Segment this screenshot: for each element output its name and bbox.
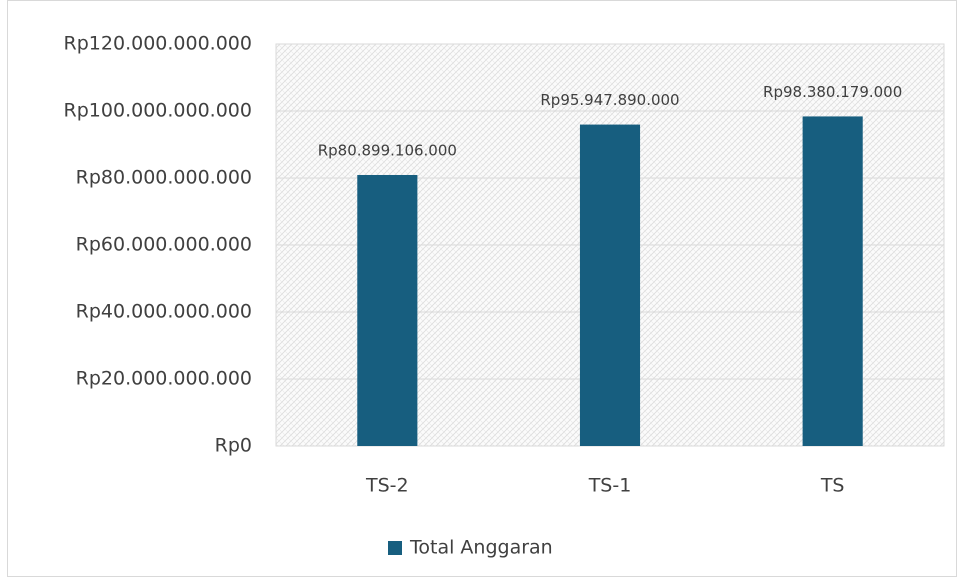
data-label: Rp80.899.106.000 — [318, 141, 457, 159]
y-tick-label: Rp40.000.000.000 — [76, 301, 252, 323]
bar — [357, 174, 418, 447]
y-tick-label: Rp60.000.000.000 — [76, 234, 252, 256]
y-tick-label: Rp100.000.000.000 — [64, 100, 252, 122]
data-label: Rp98.380.179.000 — [763, 83, 902, 101]
legend-label: Total Anggaran — [409, 537, 553, 559]
x-tick-label: TS-2 — [365, 475, 409, 497]
y-tick-label: Rp0 — [215, 435, 252, 457]
legend-swatch — [388, 541, 402, 555]
bar — [579, 124, 641, 446]
x-tick-label: TS — [820, 475, 845, 497]
x-tick-label: TS-1 — [588, 475, 632, 497]
y-tick-label: Rp120.000.000.000 — [64, 33, 252, 55]
bar — [802, 116, 863, 447]
y-tick-label: Rp80.000.000.000 — [76, 167, 252, 189]
data-label: Rp95.947.890.000 — [540, 91, 679, 109]
y-tick-label: Rp20.000.000.000 — [76, 368, 252, 390]
